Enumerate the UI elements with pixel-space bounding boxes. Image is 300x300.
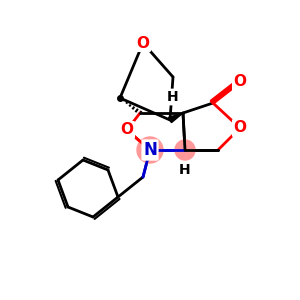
Polygon shape [169,113,183,123]
Circle shape [175,140,195,160]
Text: H: H [167,90,179,104]
Text: O: O [233,74,247,89]
Text: O: O [233,121,247,136]
Text: N: N [143,141,157,159]
Text: O: O [121,122,134,137]
Text: O: O [136,35,149,50]
Circle shape [137,137,163,163]
Text: H: H [179,163,191,177]
